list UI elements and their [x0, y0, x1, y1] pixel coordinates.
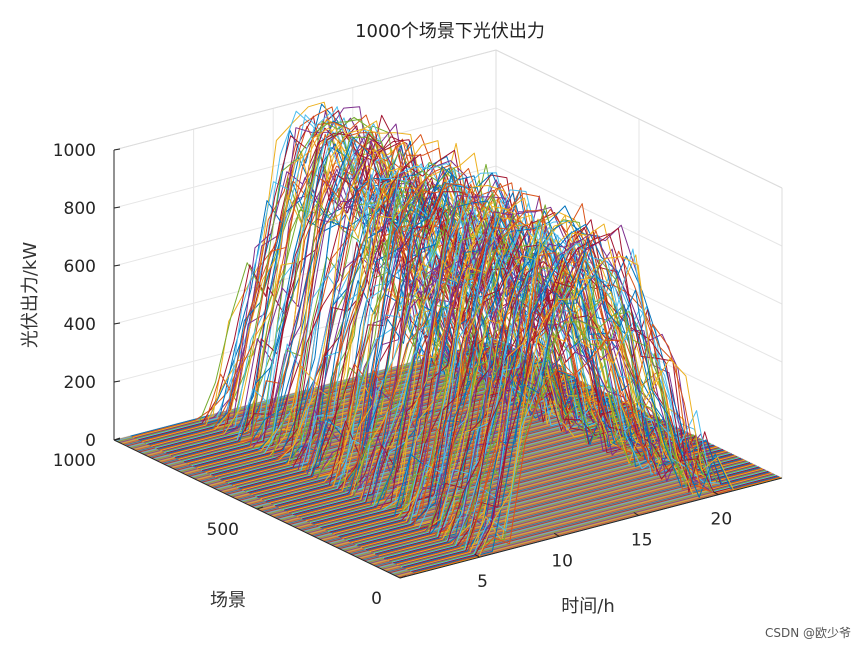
scenario-line — [204, 145, 571, 473]
scenario-line — [298, 194, 665, 518]
x-tick-mark — [553, 532, 560, 537]
y-tick-mark — [399, 575, 407, 579]
x-tick-mark — [633, 512, 640, 516]
scenario-line — [411, 227, 778, 573]
scenario-line — [266, 166, 634, 503]
scenario-line — [324, 214, 691, 531]
scenario-line — [412, 237, 779, 573]
scenario-line — [380, 301, 747, 558]
scenario-line — [201, 139, 569, 472]
scenario-line — [222, 219, 590, 482]
x-axis-label: 时间/h — [561, 596, 614, 617]
scenario-line — [406, 254, 773, 570]
scenario-line — [400, 243, 768, 568]
z-tick-mark — [113, 322, 121, 325]
z-tick-label: 200 — [64, 373, 96, 393]
scenario-line — [263, 163, 630, 501]
scenario-line — [321, 192, 688, 529]
y-tick-label: 500 — [207, 520, 239, 540]
scenario-line — [390, 311, 757, 563]
scenario-line — [402, 233, 769, 568]
scenario-line — [237, 163, 604, 489]
scenario-line — [367, 242, 734, 551]
box-edge — [495, 49, 783, 189]
scenario-line — [269, 179, 636, 504]
box-edge — [113, 49, 497, 151]
z-tick-label: 0 — [85, 431, 96, 451]
scenario-line — [389, 239, 756, 562]
z-tick-mark — [113, 206, 121, 209]
axes-layer — [113, 148, 783, 579]
scenario-line — [409, 248, 777, 572]
scenario-line — [209, 167, 577, 475]
scenario-line — [413, 323, 781, 574]
x-tick-mark — [713, 491, 719, 496]
z-tick-mark — [113, 148, 121, 151]
scenario-line — [351, 211, 718, 544]
scenario-line — [331, 193, 699, 534]
scenario-line — [287, 203, 655, 513]
x-tick-mark — [474, 553, 480, 558]
scenario-line — [399, 285, 766, 567]
x-tick-label: 15 — [631, 531, 653, 551]
scenario-line — [147, 110, 514, 445]
y-tick-label: 1000 — [53, 451, 96, 471]
series-lines — [130, 101, 782, 574]
x-tick-label: 10 — [551, 551, 573, 571]
z-tick-label: 600 — [64, 257, 96, 277]
y-tick-mark — [256, 506, 264, 510]
scenario-line — [290, 205, 657, 514]
scenario-line — [378, 220, 746, 557]
scenario-line — [153, 118, 521, 448]
x-tick-label: 20 — [711, 510, 733, 530]
y-tick-label: 0 — [371, 589, 382, 609]
scenario-line — [140, 106, 508, 442]
scenario-line — [350, 210, 717, 543]
x-tick-label: 5 — [477, 572, 488, 592]
scenario-line — [408, 259, 776, 571]
z-tick-label: 400 — [64, 315, 96, 335]
z-axis-label: 光伏出力/kW — [20, 242, 41, 348]
z-tick-mark — [113, 380, 121, 383]
scenario-line — [221, 188, 588, 481]
scenario-line — [403, 253, 770, 569]
scenario-line — [376, 220, 743, 556]
z-tick-label: 1000 — [53, 141, 96, 161]
y-axis-label: 场景 — [210, 590, 246, 611]
y-tick-mark — [113, 437, 121, 441]
z-tick-label: 800 — [64, 199, 96, 219]
scenario-line — [333, 197, 700, 535]
z-tick-mark — [113, 264, 121, 267]
scenario-line — [244, 183, 612, 492]
scenario-line — [329, 222, 696, 533]
chart-title: 1000个场景下光伏出力 — [355, 21, 545, 42]
watermark: CSDN @欧少爷 — [764, 626, 851, 640]
